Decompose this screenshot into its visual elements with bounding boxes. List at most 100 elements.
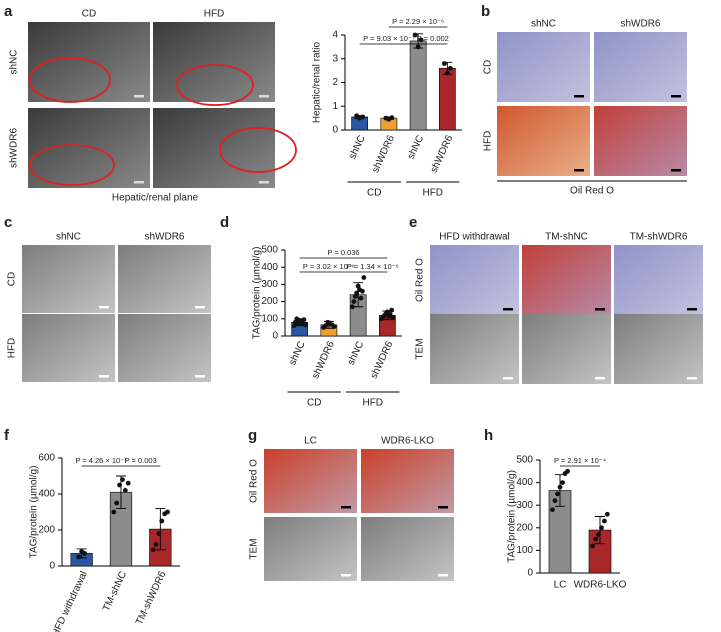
panel-letter: a	[4, 3, 13, 20]
y-tick-label: 0	[332, 125, 338, 136]
group-label: CD	[307, 398, 321, 409]
region-outline	[29, 144, 115, 186]
micrograph	[28, 108, 150, 188]
data-point	[412, 32, 418, 38]
data-point	[390, 315, 396, 321]
y-tick-label: 2	[332, 77, 338, 88]
micrograph	[614, 245, 703, 315]
scale-bar	[595, 377, 605, 380]
y-tick-label: 600	[38, 453, 55, 464]
region-outline	[29, 57, 111, 103]
scale-bar	[438, 574, 448, 577]
significance-label: P = 0.002	[417, 34, 449, 43]
data-point	[361, 275, 367, 280]
data-point	[117, 482, 122, 488]
y-axis-label: TAG/protein (µmol/g)	[252, 247, 263, 340]
row-label: shWDR6	[9, 128, 20, 168]
x-tick-label: HFD withdrawal	[50, 570, 90, 632]
panel-letter: f	[4, 427, 10, 444]
data-point	[552, 498, 558, 504]
y-tick-label: 100	[516, 545, 533, 556]
data-point	[389, 307, 395, 313]
data-point	[444, 70, 450, 76]
data-point	[156, 531, 162, 536]
data-point	[153, 542, 159, 547]
y-tick-label: 300	[261, 279, 278, 290]
micrograph	[361, 517, 454, 581]
row-label: Oil Red O	[415, 258, 426, 302]
significance-label: P = 0.003	[125, 456, 157, 465]
column-label: HFD withdrawal	[439, 232, 510, 243]
scale-bar	[503, 308, 513, 311]
significance-label: P = 1.34 × 10⁻⁶	[347, 262, 399, 271]
scale-bar	[195, 375, 205, 378]
micrograph	[522, 245, 611, 315]
data-point	[555, 491, 560, 497]
data-point	[590, 543, 596, 549]
micrograph	[22, 245, 115, 313]
panel-letter: g	[248, 427, 257, 444]
scale-bar	[259, 181, 269, 184]
column-label: CD	[82, 9, 96, 20]
scale-bar	[687, 377, 697, 380]
y-tick-label: 400	[261, 262, 278, 273]
data-point	[351, 299, 357, 304]
data-point	[599, 525, 604, 531]
data-point	[159, 518, 165, 524]
column-label: shNC	[56, 232, 81, 243]
data-point	[82, 551, 88, 556]
error-bar	[155, 507, 166, 551]
x-tick-label: shWDR6	[370, 133, 397, 174]
data-point	[565, 468, 570, 474]
column-label: TM-shWDR6	[630, 232, 688, 243]
column-label: HFD	[204, 9, 225, 20]
data-point	[447, 65, 453, 71]
group-label: HFD	[362, 398, 383, 409]
micrograph	[522, 314, 611, 384]
x-tick-label: TM-shWDR6	[134, 569, 169, 626]
y-tick-label: 100	[261, 313, 278, 324]
x-tick-label: TM-shNC	[101, 570, 129, 613]
column-label: TM-shNC	[545, 232, 588, 243]
column-label: shNC	[531, 19, 556, 30]
micrograph	[264, 517, 357, 581]
region-outline	[219, 127, 297, 173]
row-label: CD	[7, 272, 18, 286]
micrograph	[361, 449, 454, 513]
micrograph	[118, 314, 211, 382]
scale-bar	[195, 306, 205, 309]
micrograph	[594, 106, 687, 176]
panel-letter: h	[484, 427, 493, 444]
data-point	[389, 115, 395, 121]
scale-bar	[341, 506, 351, 509]
x-tick-label: shWDR6	[429, 133, 456, 174]
row-label: HFD	[7, 338, 18, 359]
caption: Hepatic/renal plane	[112, 193, 199, 204]
region-outline	[176, 64, 254, 106]
scale-bar	[595, 308, 605, 311]
y-axis-label: TAG/protein (µmol/g)	[507, 470, 518, 563]
data-point	[415, 44, 421, 50]
significance-label: P = 2.91 × 10⁻⁴	[554, 456, 606, 465]
micrograph	[264, 449, 357, 513]
bar	[439, 67, 456, 131]
x-tick-label: shWDR6	[369, 339, 396, 380]
micrograph	[497, 106, 590, 176]
y-tick-label: 0	[272, 331, 278, 342]
scale-bar	[259, 95, 269, 98]
y-tick-label: 4	[332, 30, 338, 41]
y-tick-label: 400	[516, 477, 533, 488]
scale-bar	[99, 306, 109, 309]
data-point	[560, 480, 565, 485]
column-label: shWDR6	[620, 19, 660, 30]
micrograph	[497, 32, 590, 102]
x-tick-label: shNC	[347, 134, 368, 161]
error-bar	[595, 516, 605, 545]
data-point	[150, 547, 156, 553]
significance-label: P = 9.03 × 10⁻⁷	[363, 34, 415, 43]
bar	[409, 40, 427, 131]
data-point	[441, 61, 447, 66]
data-point	[165, 509, 170, 515]
scale-bar	[574, 169, 584, 172]
